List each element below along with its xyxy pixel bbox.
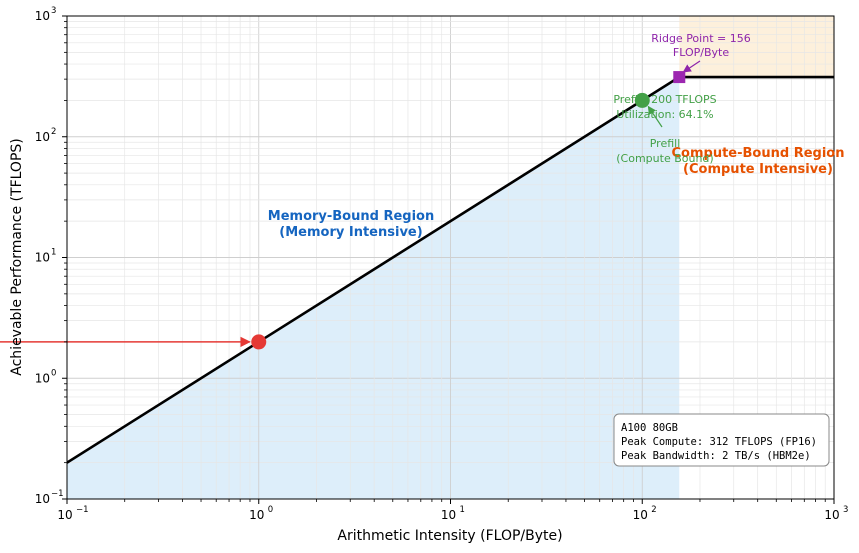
memory-region-label-line2: (Memory Intensive) <box>279 225 422 240</box>
y-tick-exponent: 3 <box>51 6 56 16</box>
compute-region-label-line2: (Compute Intensive) <box>683 162 833 177</box>
y-tick-label: 10 <box>35 492 50 506</box>
y-tick-label: 10 <box>35 371 50 385</box>
y-tick-label: 10 <box>35 251 50 265</box>
ridge-point <box>673 71 686 84</box>
compute-bound-region <box>679 16 834 78</box>
ridge-arrow <box>682 60 701 73</box>
prefill-point <box>634 92 650 108</box>
x-tick-label: 10 <box>824 508 839 522</box>
y-tick-label: 10 <box>35 9 50 23</box>
prefill-perf-label-line1: Prefill: 200 TFLOPS <box>613 93 716 106</box>
memory-bound-region <box>67 77 680 499</box>
x-tick-exponent: 3 <box>843 505 848 515</box>
y-axis-label: Achievable Performance (TFLOPS) <box>9 138 25 375</box>
ridge-label-line1: Ridge Point = 156 <box>651 32 750 45</box>
prefill-perf-label-line2: Utilization: 64.1% <box>616 108 713 121</box>
x-tick-exponent: 1 <box>460 505 465 515</box>
decode-point <box>251 334 267 350</box>
y-tick-exponent: 1 <box>51 248 56 258</box>
y-tick-exponent: 0 <box>51 368 56 378</box>
grid-lines <box>67 16 834 499</box>
x-tick-label: 10 <box>633 508 648 522</box>
x-tick-label: 10 <box>441 508 456 522</box>
info-box-line3: Peak Bandwidth: 2 TB/s (HBM2e) <box>621 450 811 462</box>
y-tick-exponent: −1 <box>51 489 64 499</box>
x-tick-label: 10 <box>57 508 72 522</box>
y-tick-label: 10 <box>35 130 50 144</box>
prefill-label-line2: (Compute Bound) <box>616 152 713 165</box>
info-box-line1: A100 80GB <box>621 422 678 434</box>
memory-region-label-line1: Memory-Bound Region <box>268 209 434 224</box>
compute-region-label-line1: Compute-Bound Region <box>672 146 845 161</box>
x-axis-label: Arithmetic Intensity (FLOP/Byte) <box>337 528 562 544</box>
info-box-line2: Peak Compute: 312 TFLOPS (FP16) <box>621 436 817 448</box>
prefill-arrow <box>647 105 663 128</box>
info-box: A100 80GB Peak Compute: 312 TFLOPS (FP16… <box>613 413 830 467</box>
ridge-label-line2: FLOP/Byte <box>673 46 729 59</box>
prefill-label-line1: Prefill <box>650 137 681 150</box>
y-tick-exponent: 2 <box>51 127 56 137</box>
x-tick-label: 10 <box>249 508 264 522</box>
x-tick-exponent: −1 <box>76 505 89 515</box>
x-tick-exponent: 2 <box>651 505 656 515</box>
x-tick-exponent: 0 <box>268 505 273 515</box>
